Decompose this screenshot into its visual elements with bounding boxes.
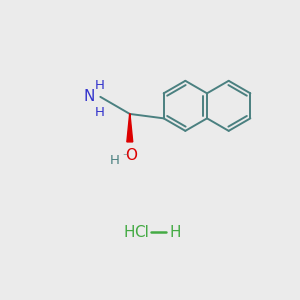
Text: Cl: Cl — [134, 225, 148, 240]
Polygon shape — [127, 114, 133, 142]
Text: H: H — [95, 79, 105, 92]
Text: O: O — [125, 148, 137, 164]
Text: H: H — [124, 225, 135, 240]
Text: H: H — [95, 106, 105, 119]
Text: H: H — [169, 225, 181, 240]
Text: H: H — [110, 154, 120, 167]
Text: N: N — [84, 89, 95, 104]
Text: ⁻: ⁻ — [122, 152, 128, 162]
